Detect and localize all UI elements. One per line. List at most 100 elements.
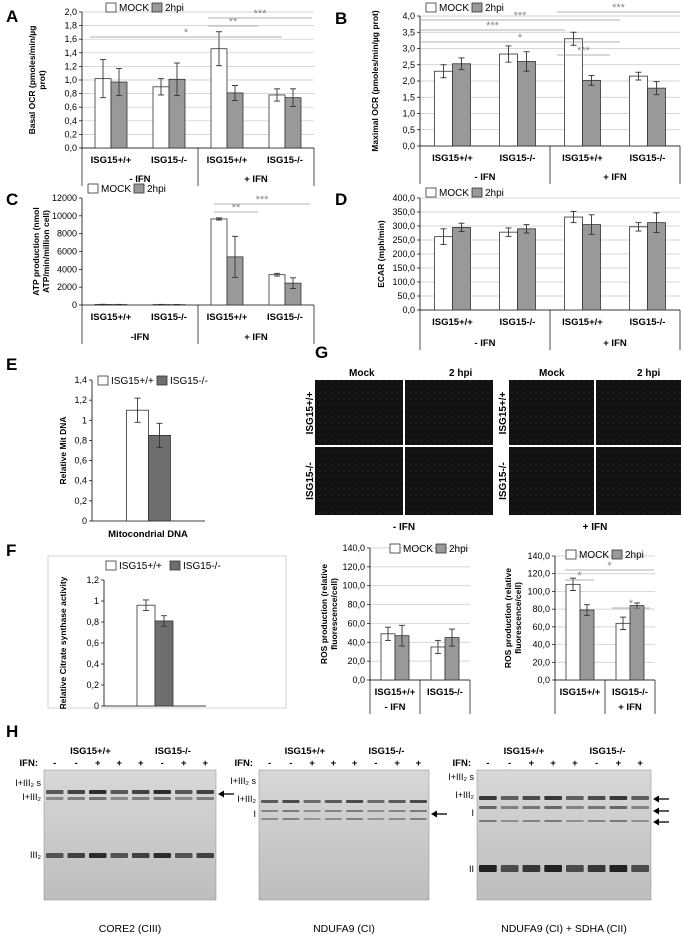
bar-2hpi [647, 87, 666, 147]
y-tick-label: 4,0 [402, 11, 415, 21]
blot-band [409, 800, 427, 803]
bar-MOCK [499, 231, 518, 311]
significance-label: *** [486, 20, 500, 32]
y-tick-label: 60,0 [347, 618, 365, 628]
blot-band [303, 818, 321, 820]
bar-MOCK [434, 70, 453, 147]
arrow-icon [653, 807, 659, 815]
bar-2hpi [452, 226, 471, 311]
x-tick-label: ISG15-/- [427, 687, 463, 698]
legend-label: 2hpi [485, 3, 504, 14]
band-label: I [471, 808, 474, 818]
y-axis-label-line: ECAR (mph/min) [376, 220, 386, 288]
blot-band [522, 820, 541, 822]
legend-swatch [435, 543, 447, 554]
blot-band [196, 797, 214, 800]
y-tick-label: 40,0 [532, 640, 550, 650]
western-blots: ISG15+/+ ISG15-/-IFN: - - + + + - + +I+III₂ sI+II… [15, 746, 669, 935]
x-tick-label: ISG15-/- [151, 155, 187, 166]
y-tick-label: 300,0 [392, 221, 415, 231]
band-label: I [253, 809, 256, 819]
mic-mock-right: Mock [539, 368, 565, 379]
blot-band [479, 820, 497, 822]
blot-band [544, 820, 562, 822]
legend-swatch [151, 2, 163, 13]
ifn-label: IFN: [453, 758, 471, 769]
chart-maximal-ocr: 0,0 0,5 1,0 1,5 2,0 2,5 3,0 3,5 4,0 Maximal OCR (… [370, 2, 681, 184]
blot-band [367, 800, 385, 803]
y-tick-label: 80,0 [532, 604, 550, 614]
y-tick-label: 50,0 [397, 291, 415, 301]
y-tick-label: 0,6 [74, 456, 87, 466]
y-tick-label: 400,0 [392, 193, 415, 203]
ifn-sign: - [486, 758, 489, 769]
ifn-sign: + [529, 758, 535, 769]
ifn-sign: - [508, 758, 511, 769]
x-tick-label: ISG15+/+ [375, 687, 416, 698]
legend-swatch [471, 187, 483, 198]
blot-band [153, 853, 171, 858]
blot-band [388, 800, 406, 803]
ifn-sign: + [95, 758, 101, 769]
panel-letter-c: C [6, 190, 18, 209]
legend-swatch [156, 375, 168, 386]
bar-2hpi [579, 609, 595, 681]
bar-MOCK [210, 218, 228, 306]
group-label: - IFN [129, 174, 150, 185]
group-label: + IFN [618, 702, 642, 713]
y-tick-label: 0,0 [402, 141, 415, 151]
x-tick-label: ISG15-/- [151, 312, 187, 323]
y-axis-label-line: fluorescence/cell) [513, 582, 523, 654]
y-tick-label: 1,4 [64, 48, 77, 58]
blot-band [409, 810, 427, 812]
y-axis-label: ECAR (mph/min) [376, 220, 386, 288]
bar-2hpi [517, 61, 536, 147]
blot-band [500, 865, 519, 872]
blot-band [261, 800, 279, 803]
ifn-sign: + [309, 758, 315, 769]
chart-citrate-synthase: 0 0,2 0,4 0,6 0,8 1 1,2 Relative Citrate syntha… [47, 555, 287, 711]
micrograph-wt-hpi-minus [405, 380, 493, 445]
band-label: I+III₂ s [15, 778, 41, 788]
blot-band [544, 806, 562, 809]
chart-frame [47, 555, 287, 709]
y-tick-label: 10000 [52, 211, 77, 221]
y-tick-label: 1,0 [402, 109, 415, 119]
y-tick-label: 1,4 [74, 375, 87, 385]
legend-label: 2hpi [625, 550, 644, 561]
blot-band [367, 810, 385, 812]
band-label: I+III₂ s [448, 772, 474, 782]
blot-band [522, 796, 541, 800]
significance-label: * [184, 27, 189, 39]
blot-group-ko: ISG15-/- [155, 746, 191, 757]
y-tick-label: 250,0 [392, 235, 415, 245]
arrow-icon [653, 795, 659, 803]
ifn-sign: - [75, 758, 78, 769]
band-label: III₂ [30, 850, 42, 860]
x-tick-label: ISG15-/- [630, 153, 666, 164]
ifn-sign: - [595, 758, 598, 769]
group-label: - IFN [474, 172, 495, 183]
blot-band [479, 806, 497, 809]
y-tick-label: 120,0 [527, 569, 550, 579]
x-tick-label: ISG15+/+ [207, 155, 248, 166]
legend-swatch [105, 2, 117, 13]
significance-label: * [607, 560, 612, 572]
blot-band [153, 797, 171, 800]
arrow-icon [218, 790, 224, 798]
bar-MOCK [268, 274, 286, 306]
y-tick-label: 1,2 [86, 575, 99, 585]
significance-label: *** [256, 194, 270, 206]
bar-2hpi [226, 92, 244, 149]
ifn-sign: + [181, 758, 187, 769]
group-label: + IFN [603, 338, 627, 349]
bar-MOCK [629, 75, 648, 147]
y-tick-label: 80,0 [347, 600, 365, 610]
mic-plus-ifn: + IFN [583, 522, 608, 533]
significance-label: *** [577, 45, 591, 57]
blot-3: ISG15+/+ ISG15-/- IFN: - - + + + - + + I+III₂ s I+II… [448, 746, 669, 935]
blot-band [522, 865, 541, 872]
y-tick-label: 6000 [57, 247, 77, 257]
panel-letter-e: E [6, 355, 17, 374]
y-tick-label: 0,0 [402, 305, 415, 315]
